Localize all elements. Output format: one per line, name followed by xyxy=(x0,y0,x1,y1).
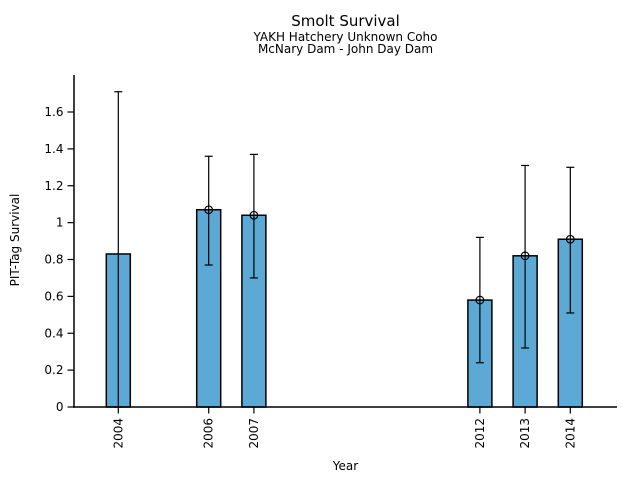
x-tick-label-2007: 2007 xyxy=(247,418,261,449)
point-marker-2014 xyxy=(565,234,575,244)
x-axis-label: Year xyxy=(332,459,359,473)
x-tick-label-2004: 2004 xyxy=(111,418,125,449)
point-marker-2007 xyxy=(249,210,259,220)
chart-title: Smolt Survival xyxy=(291,12,400,30)
x-tick-label-2014: 2014 xyxy=(563,418,577,449)
chart-subtitle-line1: YAKH Hatchery Unknown Coho xyxy=(253,30,438,44)
point-marker-2013 xyxy=(520,251,530,261)
y-tick-label-0.2: 0.2 xyxy=(44,363,63,377)
y-tick-label-1: 1 xyxy=(56,216,64,230)
y-tick-label-0: 0 xyxy=(56,400,64,414)
y-tick-label-1.4: 1.4 xyxy=(44,142,63,156)
y-tick-label-1.6: 1.6 xyxy=(44,105,63,119)
y-tick-label-0.4: 0.4 xyxy=(44,326,63,340)
y-tick-label-1.2: 1.2 xyxy=(44,179,63,193)
point-marker-2006 xyxy=(204,205,214,215)
chart-subtitle-line2: McNary Dam - John Day Dam xyxy=(257,42,434,56)
x-tick-label-2012: 2012 xyxy=(473,418,487,449)
y-tick-label-0.8: 0.8 xyxy=(44,253,63,267)
x-tick-label-2006: 2006 xyxy=(202,418,216,449)
x-tick-label-2013: 2013 xyxy=(518,418,532,449)
y-axis-label: PIT-Tag Survival xyxy=(8,193,22,287)
point-marker-2012 xyxy=(475,295,485,305)
y-tick-label-0.6: 0.6 xyxy=(44,289,63,303)
